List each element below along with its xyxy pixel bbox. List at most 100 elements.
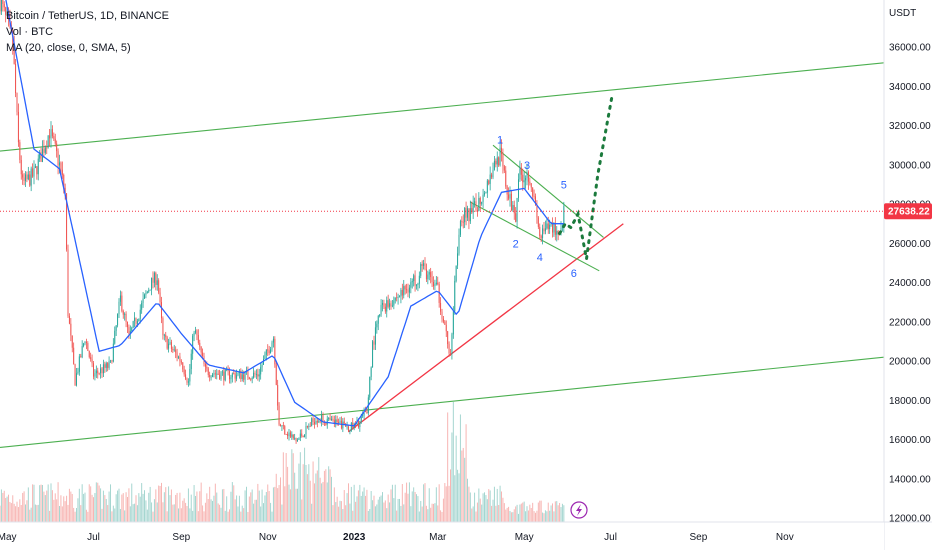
candle-body [230,377,232,380]
candle-body [36,166,38,175]
volume-bar [479,498,481,522]
candle-body [219,374,221,380]
volume-bar [186,506,188,522]
volume-bar [219,504,221,522]
volume-bar [175,494,177,522]
volume-bar [148,492,150,522]
volume-bar [345,505,347,522]
candle-body [407,289,409,293]
volume-bar [263,503,264,522]
price-tick-label: 26000.00 [889,239,931,250]
volume-bar [472,506,474,522]
candle-body [0,0,2,12]
price-tick-label: 30000.00 [889,160,931,171]
lower-channel-line[interactable] [0,356,885,448]
candle-body [284,426,286,435]
candle-body [503,166,505,171]
volume-bar [16,501,18,522]
candle-body [132,321,134,328]
volume-bar [274,486,276,522]
candle-body [223,371,225,381]
upper-channel-line[interactable] [0,62,885,152]
projection-dotted-line[interactable] [558,94,614,260]
candle-body [457,253,459,266]
candle-body [553,223,555,233]
volume-bar [387,494,389,522]
candle-body [338,422,340,423]
candle-body [411,281,413,283]
volume-bar [523,501,525,522]
volume-bar [33,484,35,522]
candle-body [244,371,246,380]
candle-body [2,0,4,4]
volume-bar [315,473,317,522]
volume-bar [101,508,103,522]
volume-bar [467,478,468,522]
volume-bar [145,500,147,522]
candle-body [129,331,131,334]
candle-body [513,205,515,214]
volume-bar [196,491,198,522]
candle-body [278,405,280,425]
candle-body [464,207,466,223]
volume-indicator-title[interactable]: Vol · BTC [6,26,54,38]
candle-body [349,430,351,432]
volume-bar [214,483,216,522]
volume-bar [277,488,279,522]
volume-bar [418,511,420,522]
time-axis[interactable]: May Jul Sep Nov 2023 Mar May Jul Sep Nov [0,521,932,550]
wedge-upper-line[interactable] [492,144,604,238]
volume-bar [289,489,291,522]
candle-body [362,415,364,417]
volume-bar [162,502,164,522]
candle-body [529,181,531,184]
volume-bar [508,506,510,522]
volume-bar [247,511,249,522]
volume-bar [295,488,297,522]
volume-bar [67,504,69,522]
candle-body [271,342,273,350]
volume-bar [501,491,502,522]
candle-body [265,349,267,355]
volume-bar [68,488,70,522]
ma-indicator-title[interactable]: MA (20, close, 0, SMA, 5) [6,42,131,54]
volume-bar [342,509,344,522]
candle-body [49,135,51,139]
volume-bar [348,483,349,522]
price-axis[interactable]: USDT 12000.00 14000.00 16000.00 18000.00 200… [883,0,932,550]
symbol-title[interactable]: Bitcoin / TetherUS, 1D, BINANCE [6,10,170,22]
candle-body [492,169,494,178]
volume-bar [532,502,534,522]
candle-body [454,280,456,312]
candle-body [447,331,449,345]
projection-path[interactable] [558,94,614,260]
volume-bar [318,457,320,522]
volume-bar [428,488,430,522]
candle-body [43,148,45,153]
volume-bar [209,486,211,522]
candle-body [455,265,457,281]
volume-bar [63,496,65,522]
candle-body [94,373,96,377]
candle-body [251,377,253,380]
volume-bar [8,494,9,522]
candle-body [389,303,391,307]
candle-body [387,300,389,307]
candle-body [66,193,68,250]
volume-bar [217,503,219,522]
support-trendline-line[interactable] [348,223,624,433]
volume-bars [0,402,565,522]
time-tick-label: Jul [87,532,100,543]
volume-bar [57,482,59,522]
time-tick-label: Nov [776,532,794,543]
volume-bar [163,492,165,522]
candle-body [410,282,412,288]
volume-bar [484,492,485,522]
volume-bar [510,512,512,522]
candle-body [196,330,198,336]
volume-bar [294,472,296,522]
trendlines[interactable] [0,62,885,448]
lightning-icon[interactable] [570,501,588,519]
candle-body [295,437,297,442]
